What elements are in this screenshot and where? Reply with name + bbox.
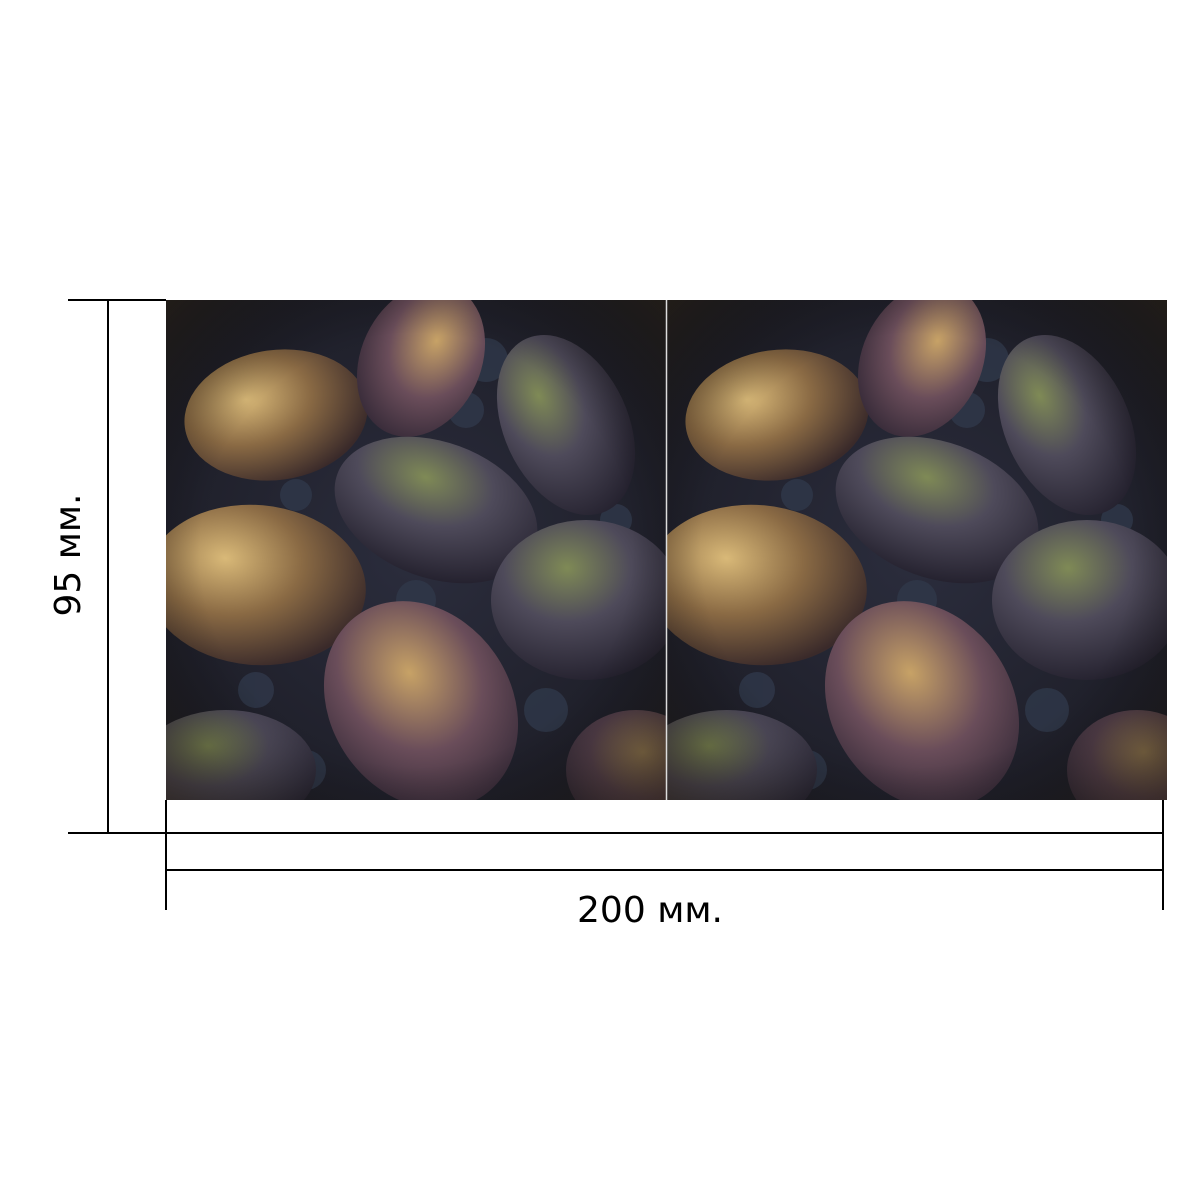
product-image <box>136 262 1200 847</box>
print-tile <box>637 262 1200 847</box>
width-dimension: 200 мм. <box>165 800 1164 931</box>
height-dimension: 95 мм. <box>48 299 166 834</box>
print-tile <box>136 262 706 847</box>
height-label: 95 мм. <box>48 493 89 616</box>
width-label: 200 мм. <box>577 890 723 931</box>
